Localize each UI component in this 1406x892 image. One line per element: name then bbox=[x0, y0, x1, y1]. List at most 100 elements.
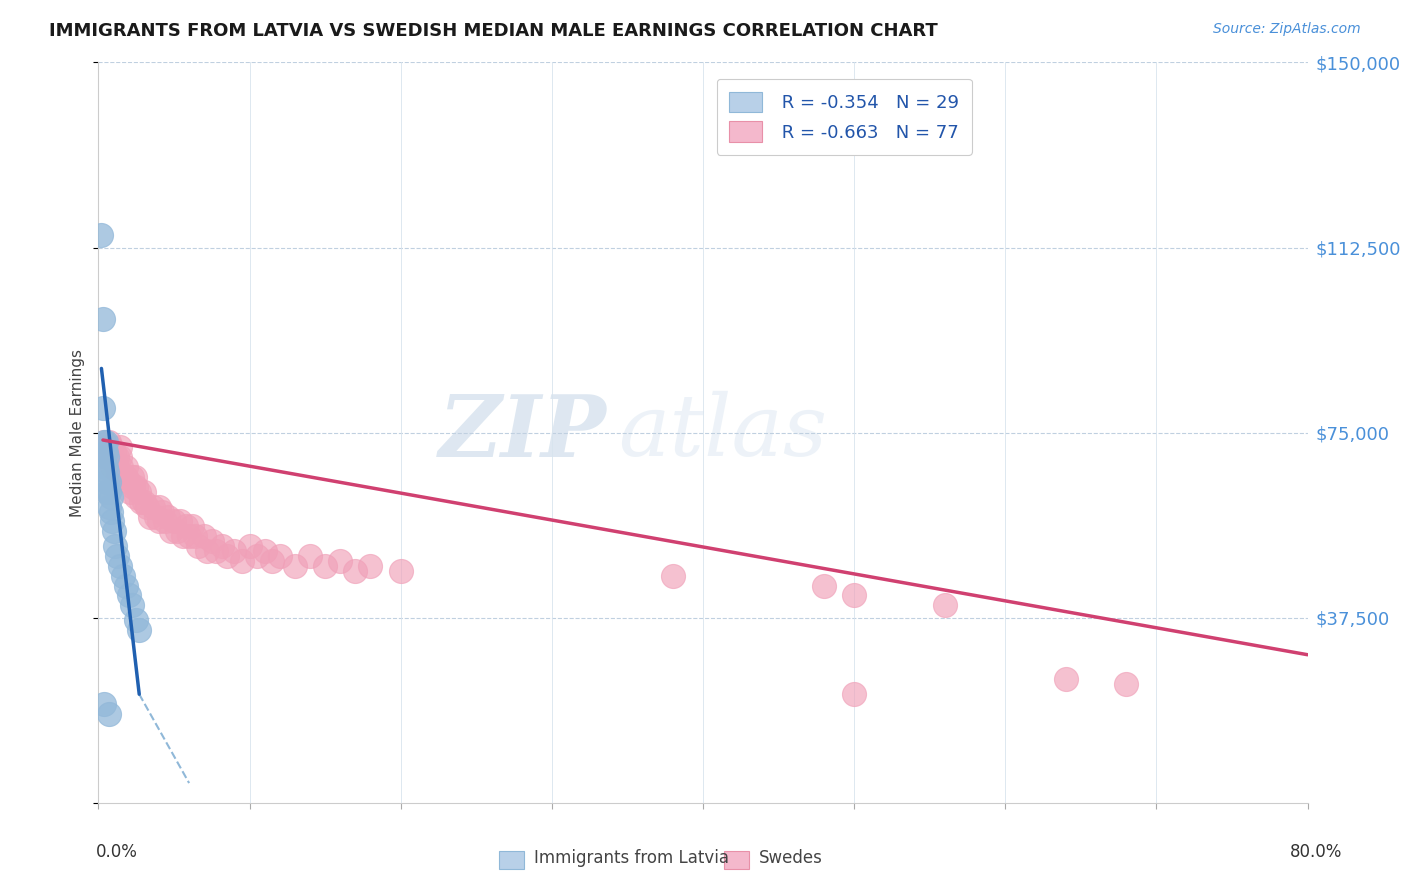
Text: ZIP: ZIP bbox=[439, 391, 606, 475]
Text: 0.0%: 0.0% bbox=[96, 843, 138, 861]
Point bbox=[98, 475, 121, 489]
Point bbox=[132, 494, 155, 508]
Point bbox=[96, 450, 118, 465]
Point bbox=[111, 470, 134, 484]
Point bbox=[98, 435, 121, 450]
Point bbox=[118, 475, 141, 489]
Point bbox=[135, 500, 157, 514]
Point bbox=[122, 480, 145, 494]
Point bbox=[121, 599, 143, 613]
Point bbox=[98, 706, 121, 721]
Point bbox=[299, 549, 322, 563]
Point bbox=[201, 534, 224, 549]
Point bbox=[104, 539, 127, 553]
Point bbox=[121, 470, 143, 484]
Point bbox=[98, 500, 121, 514]
Point bbox=[148, 500, 170, 514]
Point bbox=[108, 450, 131, 465]
Point bbox=[105, 549, 128, 563]
Point bbox=[163, 515, 186, 529]
Point bbox=[96, 441, 118, 455]
Point bbox=[195, 544, 218, 558]
Point bbox=[169, 515, 191, 529]
Point bbox=[94, 445, 117, 459]
Point bbox=[96, 475, 118, 489]
Point bbox=[1054, 673, 1077, 687]
Text: 80.0%: 80.0% bbox=[1291, 843, 1343, 861]
Point bbox=[224, 544, 246, 558]
Text: Swedes: Swedes bbox=[759, 849, 823, 867]
Point bbox=[93, 435, 115, 450]
Point bbox=[103, 455, 125, 469]
Point bbox=[91, 401, 114, 415]
Point bbox=[108, 558, 131, 573]
Point bbox=[172, 529, 194, 543]
Point bbox=[125, 480, 148, 494]
Point bbox=[179, 529, 201, 543]
Point bbox=[101, 460, 124, 475]
Legend:  R = -0.354   N = 29,  R = -0.663   N = 77: R = -0.354 N = 29, R = -0.663 N = 77 bbox=[717, 78, 972, 155]
Point bbox=[128, 484, 150, 499]
Point bbox=[129, 494, 152, 508]
Point bbox=[100, 490, 122, 504]
Point bbox=[150, 505, 173, 519]
Point bbox=[93, 697, 115, 711]
Point bbox=[93, 455, 115, 469]
Point bbox=[360, 558, 382, 573]
Point bbox=[114, 470, 136, 484]
Point bbox=[139, 509, 162, 524]
Point bbox=[94, 445, 117, 459]
Point bbox=[132, 484, 155, 499]
Text: IMMIGRANTS FROM LATVIA VS SWEDISH MEDIAN MALE EARNINGS CORRELATION CHART: IMMIGRANTS FROM LATVIA VS SWEDISH MEDIAN… bbox=[49, 22, 938, 40]
Point bbox=[100, 505, 122, 519]
Point bbox=[96, 450, 118, 465]
Point bbox=[114, 579, 136, 593]
Text: Source: ZipAtlas.com: Source: ZipAtlas.com bbox=[1213, 22, 1361, 37]
Y-axis label: Median Male Earnings: Median Male Earnings bbox=[70, 349, 86, 516]
Point bbox=[125, 490, 148, 504]
Point bbox=[215, 549, 238, 563]
Point bbox=[934, 599, 956, 613]
Point bbox=[211, 539, 233, 553]
Point bbox=[239, 539, 262, 553]
Point bbox=[96, 484, 118, 499]
Text: Immigrants from Latvia: Immigrants from Latvia bbox=[534, 849, 730, 867]
Point bbox=[181, 519, 204, 533]
Point bbox=[93, 435, 115, 450]
Point bbox=[103, 524, 125, 539]
Point bbox=[98, 484, 121, 499]
Point bbox=[94, 460, 117, 475]
Point bbox=[105, 460, 128, 475]
Point bbox=[142, 500, 165, 514]
Point bbox=[101, 450, 124, 465]
Point bbox=[160, 524, 183, 539]
Point bbox=[329, 554, 352, 568]
Point bbox=[124, 470, 146, 484]
Point bbox=[111, 568, 134, 582]
Point bbox=[269, 549, 291, 563]
Point bbox=[105, 450, 128, 465]
Point bbox=[128, 623, 150, 637]
Point bbox=[148, 515, 170, 529]
Point bbox=[844, 589, 866, 603]
Point bbox=[107, 465, 129, 479]
Point bbox=[231, 554, 253, 568]
Point bbox=[174, 519, 197, 533]
Point bbox=[114, 460, 136, 475]
Point bbox=[98, 445, 121, 459]
Point bbox=[156, 509, 179, 524]
Point bbox=[661, 568, 683, 582]
Point bbox=[314, 558, 336, 573]
Point bbox=[120, 484, 142, 499]
Point bbox=[104, 455, 127, 469]
Point bbox=[118, 589, 141, 603]
Point bbox=[94, 435, 117, 450]
Text: atlas: atlas bbox=[619, 392, 828, 474]
Point bbox=[96, 465, 118, 479]
Point bbox=[166, 524, 188, 539]
Point bbox=[108, 441, 131, 455]
Point bbox=[344, 564, 367, 578]
Point bbox=[110, 460, 132, 475]
Point bbox=[1115, 677, 1137, 691]
Point bbox=[246, 549, 269, 563]
